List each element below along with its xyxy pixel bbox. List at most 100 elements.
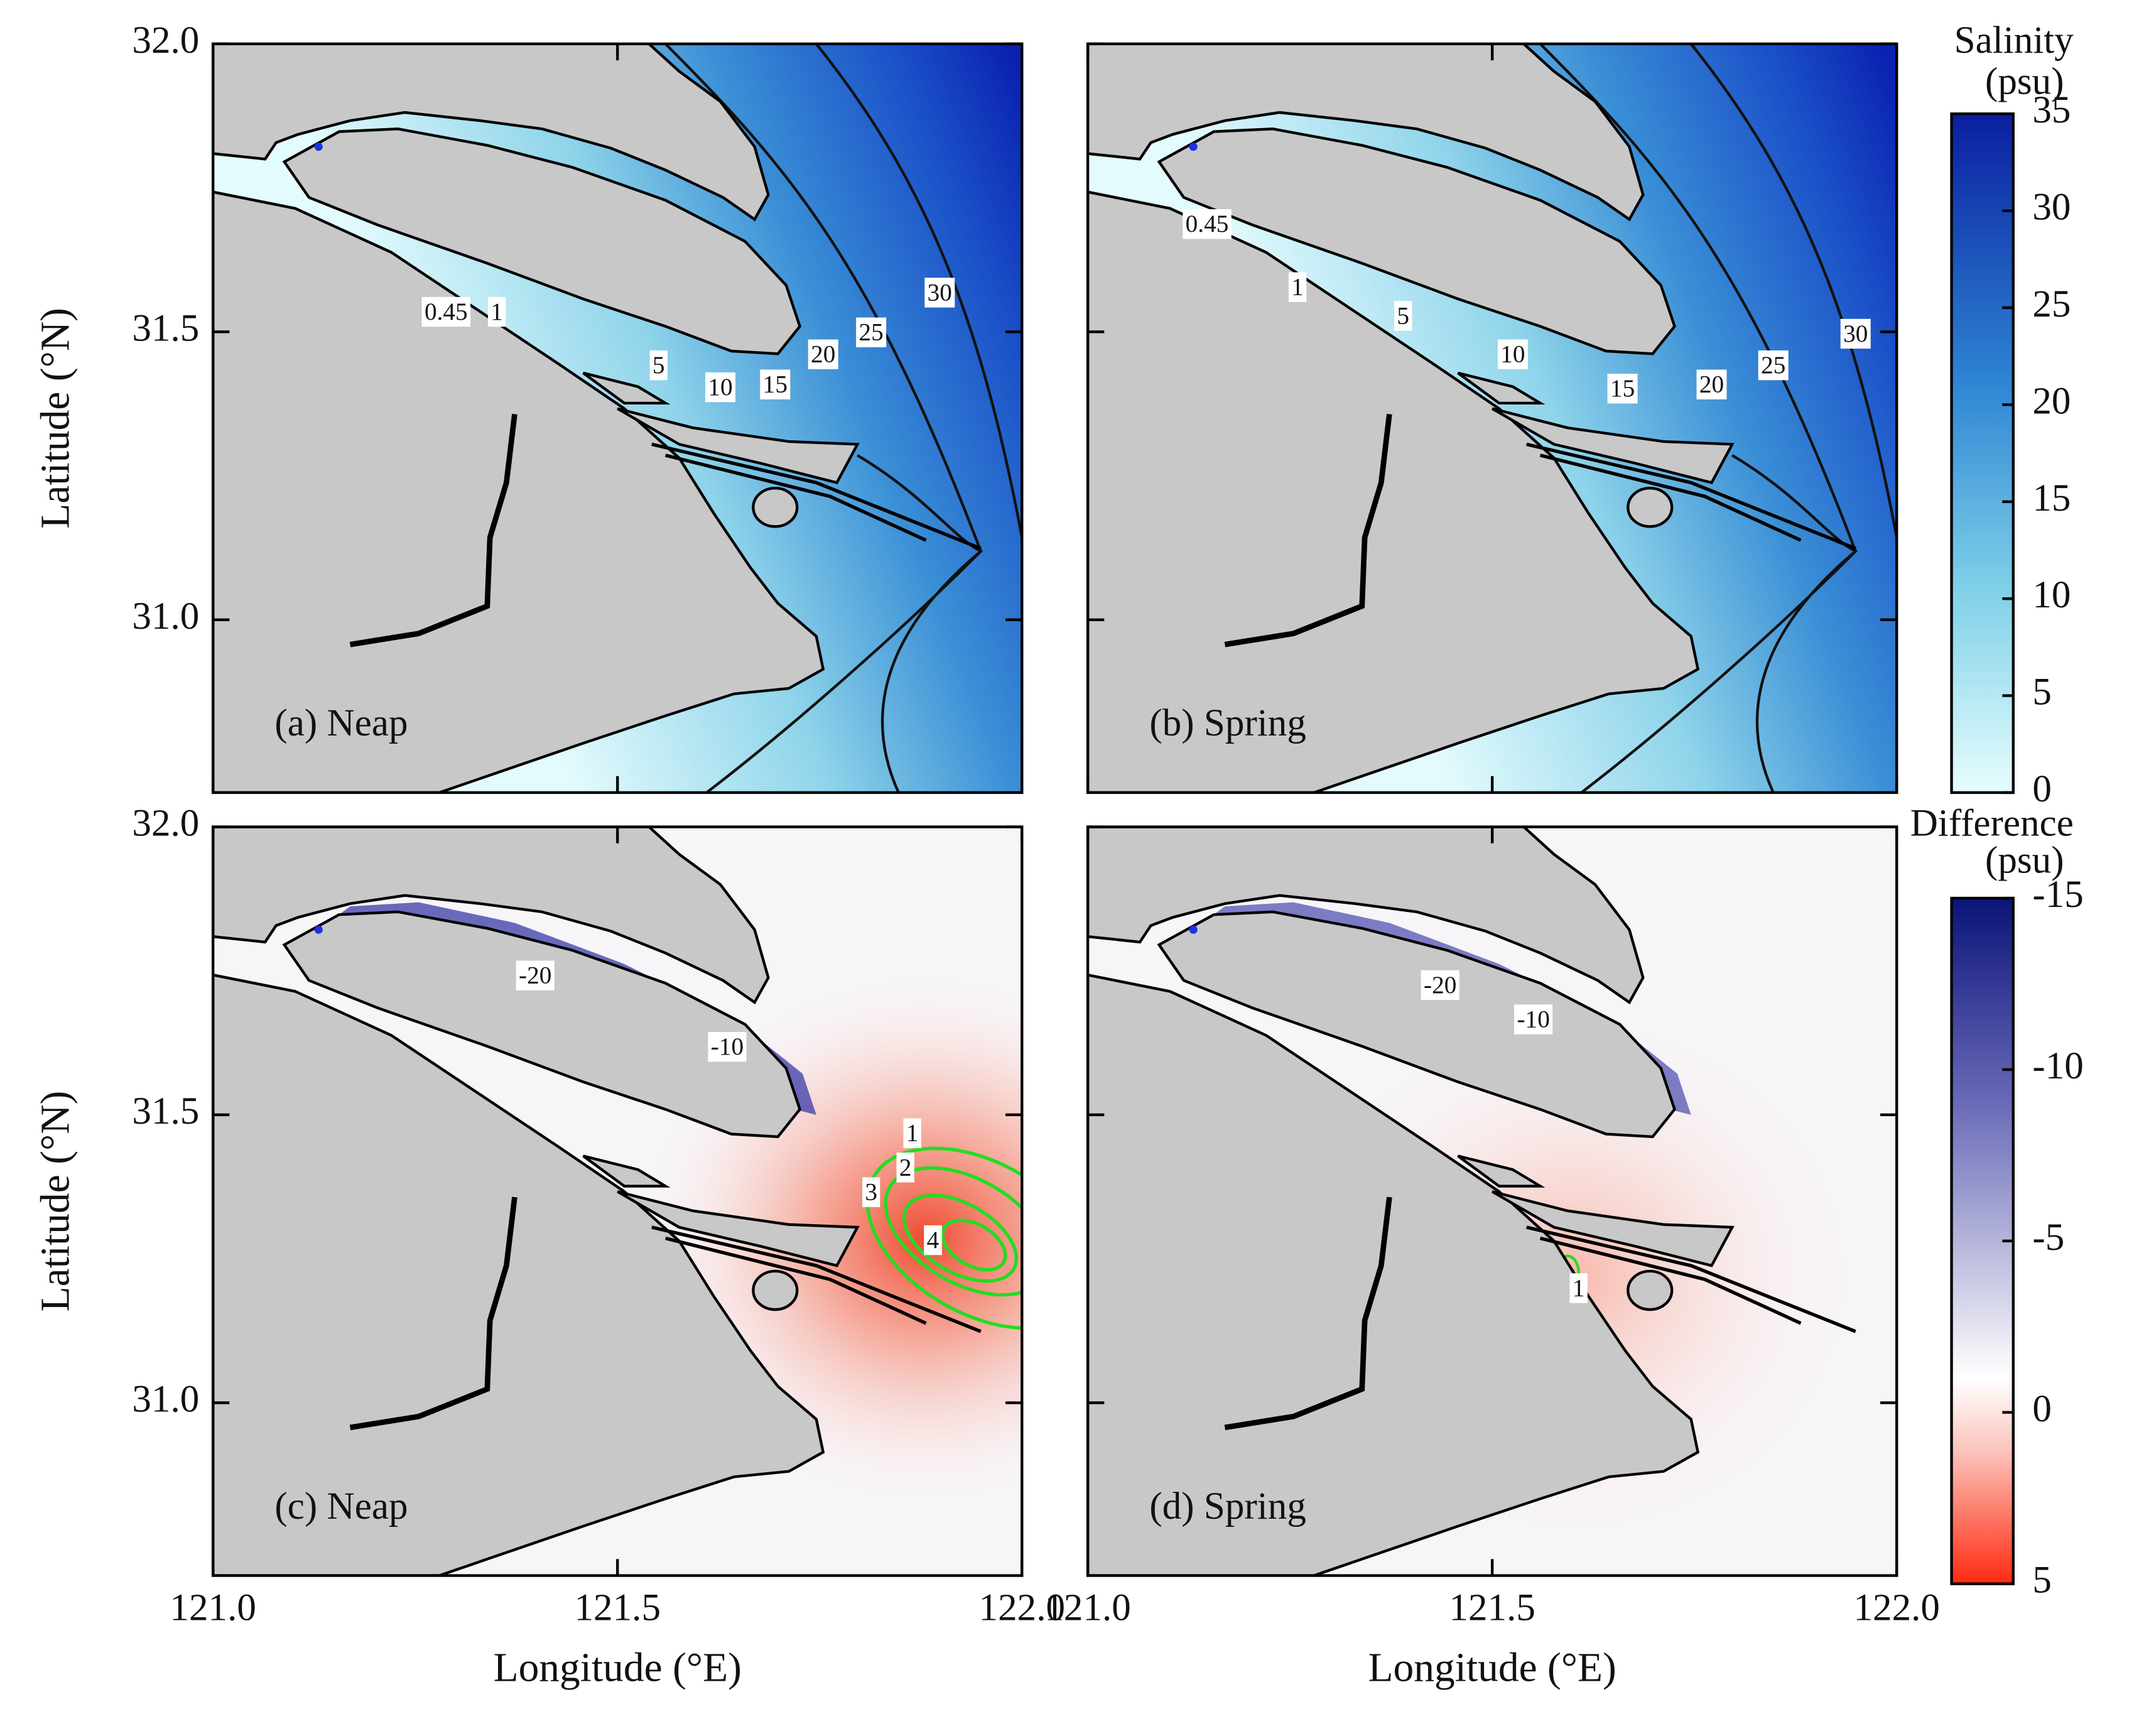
contour-label-box	[760, 369, 791, 399]
contour-label-box	[421, 296, 471, 327]
x-tick-label: 121.5	[574, 1587, 661, 1629]
colorbar	[1950, 112, 2015, 795]
contour-label-box	[924, 278, 955, 308]
contour-line	[705, 453, 983, 793]
y-axis-label: Latitude (°N)	[33, 308, 79, 529]
contour-label-box	[1840, 318, 1871, 349]
colorbar-tick-label: 20	[2032, 380, 2071, 422]
contour-label-box	[1421, 970, 1459, 1001]
colorbar-tick-label: 25	[2032, 283, 2071, 325]
contour-label-box	[1758, 350, 1789, 381]
colorbar-tick-label: 30	[2032, 187, 2071, 229]
contour-label: 15	[763, 371, 788, 398]
colorbar-unit: (psu)	[1985, 839, 2064, 881]
x-tick-label: 122.0	[979, 1587, 1066, 1629]
contour-label-box	[1288, 272, 1307, 302]
colorbar-unit: (psu)	[1985, 60, 2064, 102]
panel-label: (a) Neap	[274, 702, 408, 744]
colorbar-tick-label: -5	[2032, 1217, 2064, 1259]
contour-label: 0.45	[425, 298, 468, 325]
contour-label-box	[903, 1118, 921, 1148]
contour-label-box	[1696, 369, 1727, 399]
map-content	[1088, 827, 1897, 1576]
colorbar-title: Difference	[1910, 803, 2074, 845]
contour-line	[1539, 43, 1857, 552]
contour-line	[664, 43, 982, 552]
map-content	[1088, 43, 1897, 793]
contour-label-box	[1183, 209, 1232, 239]
contour-label-box	[924, 1225, 942, 1256]
contour-label: 5	[1397, 303, 1409, 330]
contour-line	[865, 1146, 1022, 1330]
contour-label: 1	[490, 298, 503, 325]
contour-label-box	[808, 339, 838, 369]
colorbar-tick-label: 35	[2032, 89, 2071, 131]
contour-line	[902, 1193, 1019, 1283]
contour-label: 3	[865, 1179, 877, 1206]
y-tick-label: 31.0	[132, 1379, 199, 1421]
panel-label: (d) Spring	[1149, 1485, 1306, 1527]
contour-label-box	[487, 296, 506, 327]
contour-label: 2	[899, 1154, 912, 1181]
x-axis-label: Longitude (°E)	[1368, 1645, 1616, 1690]
map-panel: (c) Neap -20 -10 1 23 4 121.0 121.5 122.0 31.0 31.…	[33, 803, 1066, 1691]
contour-label: 1	[1573, 1274, 1585, 1301]
contour-label-box	[516, 960, 555, 990]
map-content	[213, 827, 1022, 1576]
map-panel: (d) Spring -20 -10 1 121.0 121.5 122.0 Longitud…	[1044, 825, 1940, 1690]
x-tick-label: 121.5	[1449, 1587, 1535, 1629]
x-tick-label: 122.0	[1853, 1587, 1940, 1629]
contour-label: 10	[1500, 341, 1525, 368]
contour-label: -10	[711, 1033, 744, 1060]
x-tick-label: 121.0	[1044, 1587, 1131, 1629]
contour-label-box	[1607, 374, 1638, 404]
y-tick-label: 31.5	[132, 307, 199, 349]
contour-line	[1690, 43, 1897, 538]
colorbar-tick-label: -10	[2032, 1045, 2083, 1087]
contour-label-box	[862, 1177, 880, 1207]
contour-label: -20	[1424, 972, 1456, 999]
contour-label-box	[1497, 339, 1528, 369]
y-tick-label: 31.0	[132, 595, 199, 637]
contour-label-box	[1569, 1273, 1588, 1303]
colorbar-tick-label: 0	[2032, 1388, 2052, 1430]
y-tick-label: 32.0	[132, 803, 199, 845]
y-tick-label: 32.0	[132, 19, 199, 62]
contour-label: -10	[1517, 1006, 1549, 1033]
contour-label: 30	[928, 279, 952, 306]
contour-label-box	[1514, 1004, 1553, 1034]
panel-label: (c) Neap	[274, 1485, 408, 1527]
contour-line	[941, 1218, 1007, 1272]
contour-label: -20	[519, 962, 551, 989]
contour-label-box	[708, 1032, 747, 1062]
colorbar-tick-label: -15	[2032, 874, 2083, 916]
contour-label: 4	[927, 1227, 939, 1254]
y-tick-label: 31.5	[132, 1090, 199, 1132]
colorbar-tick-label: 0	[2032, 768, 2052, 810]
colorbar-title: Salinity	[1954, 19, 2074, 62]
contour-label: 5	[652, 352, 665, 379]
y-axis-label: Latitude (°N)	[33, 1091, 79, 1312]
contour-label: 1	[906, 1120, 919, 1147]
contour-line	[1580, 453, 1858, 793]
contour-label-box	[705, 372, 736, 403]
colorbar-tick-label: 15	[2032, 477, 2071, 519]
x-tick-label: 121.0	[170, 1587, 256, 1629]
x-axis-label: Longitude (°E)	[494, 1645, 742, 1690]
contour-label-box	[856, 317, 887, 347]
panel-label: (b) Spring	[1149, 702, 1306, 744]
contour-label: 1	[1291, 274, 1304, 301]
map-content	[213, 43, 1022, 793]
colorbar-tick-label: 5	[2032, 671, 2052, 713]
colorbar-tick-label: 5	[2032, 1560, 2052, 1602]
contour-label-box	[1394, 301, 1412, 331]
contour-label: 10	[708, 374, 732, 401]
contour-label: 20	[1699, 371, 1724, 398]
contour-label: 0.45	[1186, 210, 1229, 237]
contour-label-box	[896, 1153, 914, 1183]
contour-line	[815, 43, 1022, 538]
contour-label-box	[649, 350, 668, 381]
